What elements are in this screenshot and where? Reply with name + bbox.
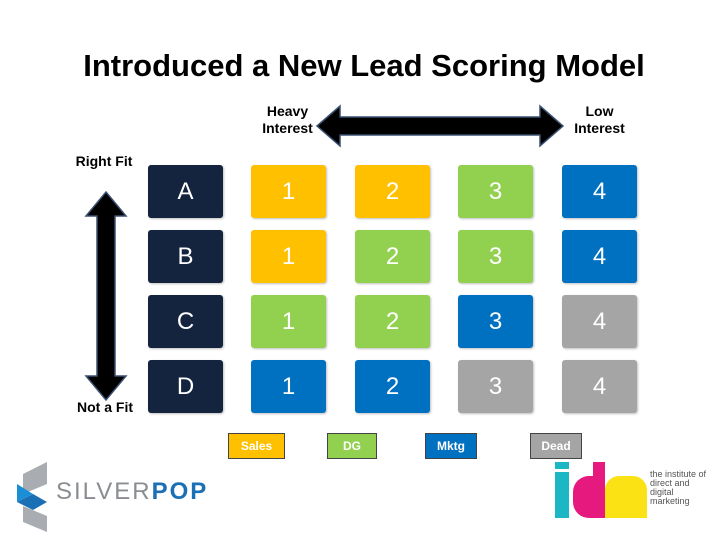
silverpop-logo: SILVERPOP [56, 478, 208, 506]
score-cell: 2 [355, 165, 430, 218]
not-a-fit-label: Not a Fit [77, 399, 133, 415]
right-fit-label: Right Fit [75, 153, 133, 169]
row-label-d: D [148, 360, 223, 413]
score-cell: 1 [251, 295, 326, 348]
score-cell: 4 [562, 295, 637, 348]
slide-title: Introduced a New Lead Scoring Model [83, 48, 645, 83]
row-label-a: A [148, 165, 223, 218]
score-cell: 4 [562, 165, 637, 218]
score-cell: 4 [562, 360, 637, 413]
score-cell: 3 [458, 165, 533, 218]
heavy-interest-label: Heavy Interest [262, 103, 313, 136]
score-cell: 4 [562, 230, 637, 283]
low-interest-label: Low Interest [574, 103, 625, 136]
idm-logo [555, 462, 647, 518]
score-cell: 2 [355, 230, 430, 283]
score-cell: 3 [458, 295, 533, 348]
score-cell: 2 [355, 295, 430, 348]
silverpop-logo-mark [17, 462, 47, 532]
idm-logo-text: the institute of direct and digital mark… [650, 469, 707, 506]
score-cell: 1 [251, 165, 326, 218]
score-cell: 1 [251, 230, 326, 283]
row-label-b: B [148, 230, 223, 283]
vertical-double-arrow-icon [84, 190, 128, 402]
silverpop-logo-text-pop: POP [151, 478, 209, 505]
legend-item-dg: DG [327, 433, 377, 459]
row-label-c: C [148, 295, 223, 348]
score-cell: 2 [355, 360, 430, 413]
score-cell: 3 [458, 360, 533, 413]
legend-item-dead: Dead [530, 433, 582, 459]
silverpop-logo-text: SILVER [56, 478, 152, 505]
legend-item-mktg: Mktg [425, 433, 477, 459]
legend-item-sales: Sales [228, 433, 285, 459]
score-cell: 1 [251, 360, 326, 413]
score-cell: 3 [458, 230, 533, 283]
horizontal-double-arrow-icon [315, 104, 565, 148]
